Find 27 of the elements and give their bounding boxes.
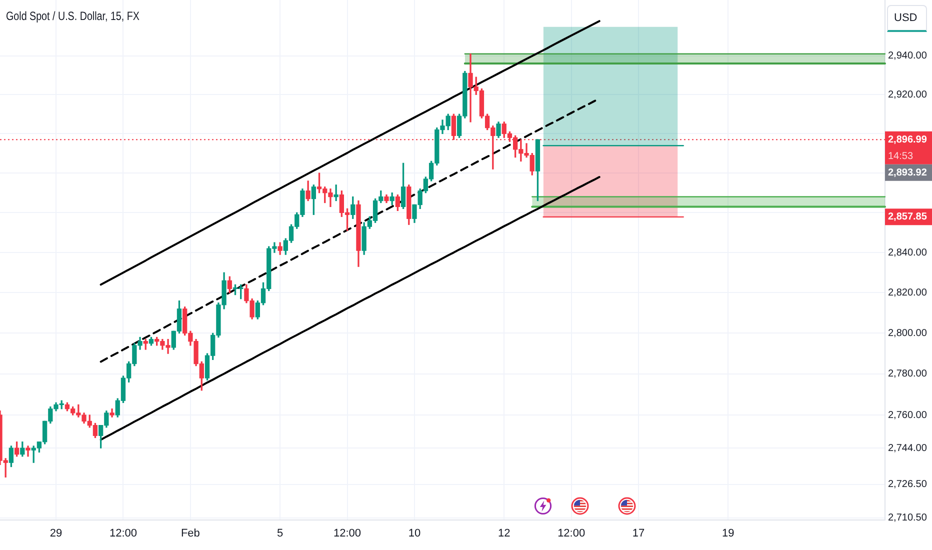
candlestick <box>334 184 338 202</box>
y-tick-label: 2,726.50 <box>888 479 928 490</box>
x-tick-label: 19 <box>722 528 734 540</box>
y-tick-label: 2,760.00 <box>888 410 928 421</box>
x-tick-label: 12:00 <box>109 528 137 540</box>
y-tick-label: 2,840.00 <box>888 247 928 258</box>
text: 2,857.85 <box>888 212 928 223</box>
x-tick-label: Feb <box>180 528 200 540</box>
y-tick-label: 2,710.50 <box>888 512 928 524</box>
y-tick-label: 2,800.00 <box>888 328 928 339</box>
x-tick-label: 12 <box>498 528 510 540</box>
x-tick-label: 29 <box>50 528 62 540</box>
x-tick-label: 17 <box>632 528 645 540</box>
ref-line-label: 2,896.99 <box>888 134 928 146</box>
text: 2,893.92 <box>888 167 928 178</box>
x-tick-label: 12:00 <box>334 528 362 540</box>
y-tick-label: 2,780.00 <box>888 368 928 380</box>
y-tick-label: 2,820.00 <box>888 287 928 298</box>
y-tick-label: 2,940.00 <box>888 50 928 62</box>
x-tick-label: 12:00 <box>558 528 586 540</box>
x-tick-label: 10 <box>408 528 421 540</box>
y-tick-label: 2,920.00 <box>888 89 928 100</box>
text: 14:53 <box>888 150 914 162</box>
text: Gold Spot / U.S. Dollar, 15, FX <box>6 9 140 23</box>
y-axis-title: USD <box>887 5 927 32</box>
x-tick-label: 5 <box>277 528 284 540</box>
y-tick-label: 2,744.00 <box>888 442 928 454</box>
